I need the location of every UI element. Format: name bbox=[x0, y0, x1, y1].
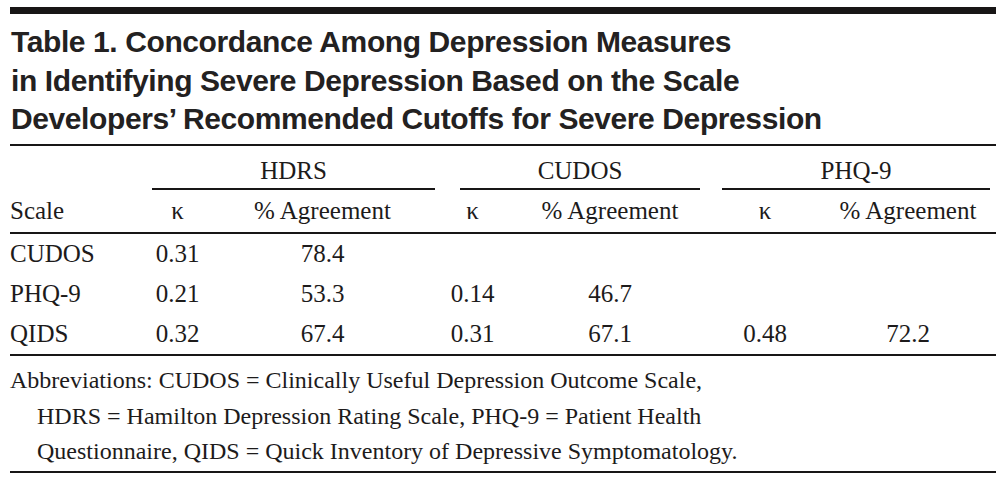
cell-phq9-hdrs-agreement: 53.3 bbox=[210, 274, 435, 314]
cell-qids-hdrs-agreement: 67.4 bbox=[210, 314, 435, 355]
top-thick-rule bbox=[10, 7, 996, 14]
footnote-line-1: Abbreviations: CUDOS = Clinically Useful… bbox=[10, 363, 996, 399]
footnote-line-3: Questionnaire, QIDS = Quick Inventory of… bbox=[10, 434, 996, 470]
subheader-row: Scale κ % Agreement κ % Agreement κ % Ag… bbox=[10, 190, 996, 233]
header-cudos-kappa: κ bbox=[435, 190, 510, 233]
table-title-line-1: Table 1. Concordance Among Depression Me… bbox=[11, 25, 731, 58]
group-cell-hdrs: HDRS bbox=[145, 146, 435, 190]
cell-qids-phq9-agreement: 72.2 bbox=[820, 314, 996, 355]
header-cudos-agreement: % Agreement bbox=[510, 190, 710, 233]
column-group-row: HDRS CUDOS PHQ-9 bbox=[10, 146, 996, 190]
group-row-spacer bbox=[10, 146, 145, 190]
row-label-phq9: PHQ-9 bbox=[10, 274, 145, 314]
group-cell-cudos: CUDOS bbox=[435, 146, 710, 190]
cell-cudos-hdrs-agreement: 78.4 bbox=[210, 233, 435, 274]
cell-qids-cudos-agreement: 67.1 bbox=[510, 314, 710, 355]
journal-table-figure: Table 1. Concordance Among Depression Me… bbox=[0, 0, 1008, 488]
header-hdrs-agreement: % Agreement bbox=[210, 190, 435, 233]
group-label-hdrs: HDRS bbox=[152, 157, 435, 190]
header-phq9-kappa: κ bbox=[710, 190, 820, 233]
cell-cudos-phq9-kappa bbox=[710, 233, 820, 274]
header-scale: Scale bbox=[10, 190, 145, 233]
row-label-cudos: CUDOS bbox=[10, 233, 145, 274]
abbreviations-footnote: Abbreviations: CUDOS = Clinically Useful… bbox=[10, 363, 996, 470]
table-row-qids: QIDS 0.32 67.4 0.31 67.1 0.48 72.2 bbox=[10, 314, 996, 355]
group-cell-phq9: PHQ-9 bbox=[710, 146, 996, 190]
cell-phq9-hdrs-kappa: 0.21 bbox=[145, 274, 210, 314]
table-row-phq9: PHQ-9 0.21 53.3 0.14 46.7 bbox=[10, 274, 996, 314]
cell-cudos-phq9-agreement bbox=[820, 233, 996, 274]
table-row-cudos: CUDOS 0.31 78.4 bbox=[10, 233, 996, 274]
cell-phq9-phq9-kappa bbox=[710, 274, 820, 314]
cell-qids-hdrs-kappa: 0.32 bbox=[145, 314, 210, 355]
table-title-line-2: in Identifying Severe Depression Based o… bbox=[11, 64, 739, 97]
header-hdrs-kappa: κ bbox=[145, 190, 210, 233]
group-label-phq9: PHQ-9 bbox=[722, 157, 990, 190]
header-phq9-agreement: % Agreement bbox=[820, 190, 996, 233]
cell-cudos-hdrs-kappa: 0.31 bbox=[145, 233, 210, 274]
cell-phq9-cudos-kappa: 0.14 bbox=[435, 274, 510, 314]
row-label-qids: QIDS bbox=[10, 314, 145, 355]
concordance-table: HDRS CUDOS PHQ-9 Scale κ % Agreement κ %… bbox=[10, 146, 996, 356]
footnote-line-2: HDRS = Hamilton Depression Rating Scale,… bbox=[10, 399, 996, 435]
group-label-cudos: CUDOS bbox=[460, 157, 700, 190]
table-title-line-3: Developers’ Recommended Cutoffs for Seve… bbox=[11, 102, 822, 135]
cell-cudos-cudos-kappa bbox=[435, 233, 510, 274]
table-title: Table 1. Concordance Among Depression Me… bbox=[11, 23, 996, 139]
cell-cudos-cudos-agreement bbox=[510, 233, 710, 274]
cell-phq9-cudos-agreement: 46.7 bbox=[510, 274, 710, 314]
bottom-rule bbox=[10, 471, 996, 474]
cell-qids-cudos-kappa: 0.31 bbox=[435, 314, 510, 355]
cell-phq9-phq9-agreement bbox=[820, 274, 996, 314]
cell-qids-phq9-kappa: 0.48 bbox=[710, 314, 820, 355]
